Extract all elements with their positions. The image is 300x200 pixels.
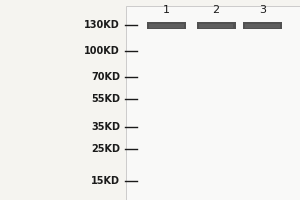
Bar xyxy=(199,24,233,28)
Text: 35KD: 35KD xyxy=(91,122,120,132)
Bar xyxy=(196,22,236,29)
Text: 1: 1 xyxy=(163,5,170,15)
Text: 2: 2 xyxy=(212,5,220,15)
Bar xyxy=(126,6,300,200)
Text: 25KD: 25KD xyxy=(91,144,120,154)
Bar xyxy=(147,22,186,29)
Text: 130KD: 130KD xyxy=(84,20,120,30)
Text: 3: 3 xyxy=(259,5,266,15)
Bar xyxy=(245,24,280,28)
Bar xyxy=(149,24,184,28)
Text: 15KD: 15KD xyxy=(91,176,120,186)
Text: 70KD: 70KD xyxy=(91,72,120,82)
Bar xyxy=(243,22,282,29)
Text: 55KD: 55KD xyxy=(91,94,120,104)
Text: 100KD: 100KD xyxy=(84,46,120,56)
